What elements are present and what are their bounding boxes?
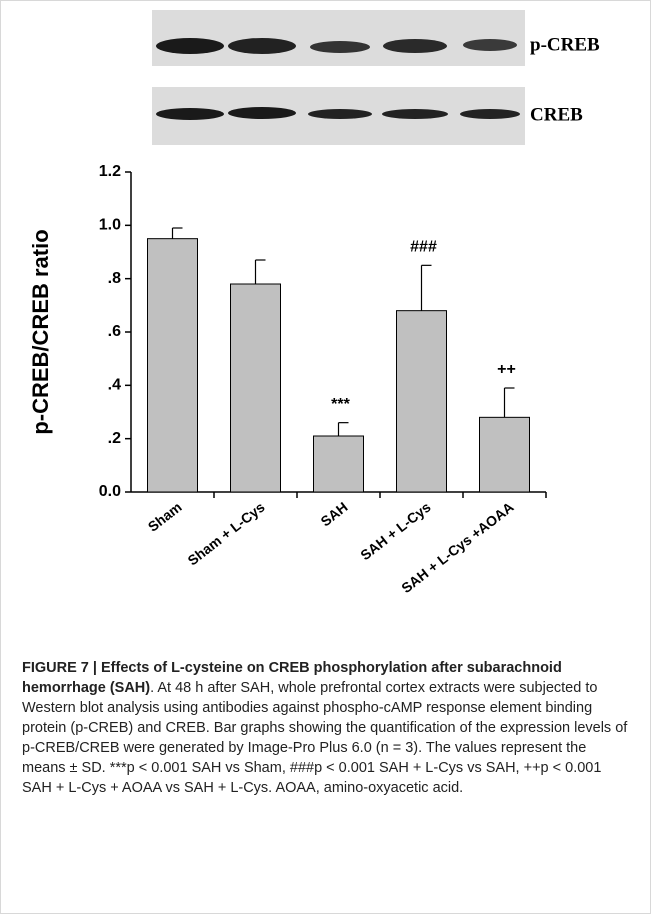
y-tick-label: 0.0: [99, 483, 121, 500]
y-tick-label: 1.2: [99, 163, 121, 180]
significance-label: ***: [331, 396, 350, 413]
bar: [231, 284, 281, 492]
x-tick-label: Sham: [145, 499, 185, 535]
blot-p-creb: [152, 10, 525, 66]
significance-label: ++: [497, 361, 516, 378]
y-tick-label: .8: [108, 270, 121, 287]
blot-label: p-CREB: [530, 34, 600, 55]
y-tick-label: .2: [108, 430, 121, 447]
significance-label: ###: [410, 239, 437, 256]
bar: [314, 436, 364, 492]
y-tick-label: .4: [108, 377, 121, 394]
caption: FIGURE 7 | Effects of L-cysteine on CREB…: [22, 658, 632, 798]
bar: [148, 239, 198, 492]
x-tick-label: SAH: [317, 499, 350, 530]
bar: [480, 417, 530, 492]
x-tick-label: Sham + L-Cys: [185, 499, 268, 569]
bar: [397, 311, 447, 492]
y-tick-label: 1.0: [99, 217, 121, 234]
y-tick-label: .6: [108, 323, 121, 340]
blot-creb: [152, 87, 525, 145]
y-axis-label: p-CREB/CREB ratio: [28, 229, 53, 434]
blot-label: CREB: [530, 104, 583, 125]
x-tick-label: SAH + L-Cys: [357, 499, 434, 564]
caption-text: . At 48 h after SAH, whole prefrontal co…: [22, 680, 627, 796]
chart: p-CREB CREB p-CREB/CREB ratio 0.0 .2 .4 .6.…: [0, 0, 651, 650]
